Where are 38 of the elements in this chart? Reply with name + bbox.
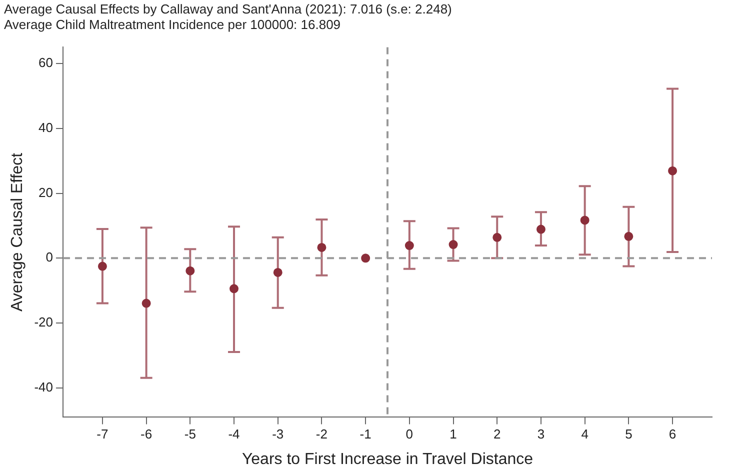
x-tick-label: 0 <box>406 426 414 442</box>
point <box>580 216 590 225</box>
y-tick-label: -40 <box>34 380 53 395</box>
x-tick-label: -3 <box>272 426 284 442</box>
x-tick-label: -5 <box>184 426 196 442</box>
x-tick-label: 4 <box>581 426 588 442</box>
point <box>98 262 107 271</box>
y-tick-label: 60 <box>38 55 53 70</box>
x-tick-label: -6 <box>140 426 152 442</box>
x-tick-label: 1 <box>450 426 457 442</box>
point <box>361 254 370 263</box>
x-tick-label: -4 <box>228 426 240 442</box>
chart-title: Average Causal Effects by Callaway and Sant'Anna (2021): 7.016 (s.e: 2.248) <box>4 1 452 16</box>
x-tick-label: 2 <box>494 426 501 442</box>
x-tick-label: -7 <box>96 426 108 442</box>
point <box>448 240 458 250</box>
x-tick-label: 6 <box>668 426 676 442</box>
point <box>624 232 634 241</box>
point <box>668 166 678 176</box>
point <box>186 266 195 276</box>
point <box>273 268 282 277</box>
x-tick-label: 5 <box>625 426 632 442</box>
x-axis-title: Years to First Increase in Travel Distance <box>242 450 534 468</box>
point <box>142 298 151 308</box>
y-tick-label: 20 <box>38 184 53 200</box>
y-tick-label: -20 <box>34 314 53 330</box>
point <box>492 232 502 242</box>
x-tick-label: -1 <box>360 426 372 442</box>
x-tick-label: 3 <box>537 426 545 442</box>
point <box>230 284 239 294</box>
point <box>404 241 414 250</box>
x-tick-label: -2 <box>316 426 328 442</box>
y-axis-title: Average Causal Effect <box>9 152 26 312</box>
point <box>536 224 546 234</box>
y-tick-label: 40 <box>38 120 53 135</box>
point <box>317 242 326 252</box>
y-tick-label: 0 <box>46 250 53 265</box>
chart-subtitle: Average Child Maltreatment Incidence per 100000: 16.809 <box>4 16 341 32</box>
